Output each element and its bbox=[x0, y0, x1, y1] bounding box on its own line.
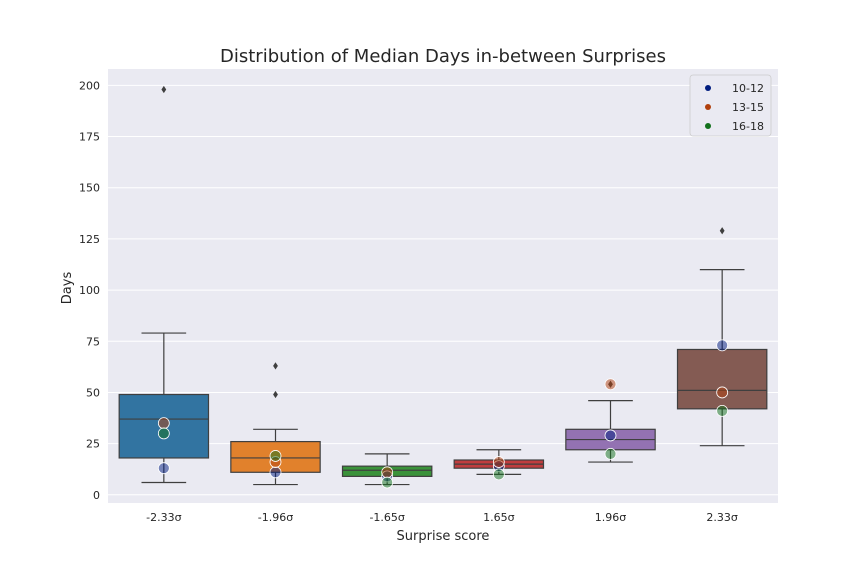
data-point bbox=[157, 462, 170, 475]
y-axis-label: Days bbox=[60, 272, 75, 305]
scatter-points bbox=[157, 339, 729, 489]
data-point bbox=[381, 476, 394, 489]
plot-background bbox=[108, 69, 778, 503]
legend-box bbox=[689, 74, 772, 137]
legend-label: 16-18 bbox=[732, 120, 764, 133]
y-axis-ticks: 0 25 50 75 100 125 150 175 200 bbox=[79, 79, 100, 501]
outlier-marker bbox=[273, 362, 278, 370]
data-point bbox=[716, 386, 729, 399]
data-point bbox=[604, 447, 617, 460]
y-tick-label: 0 bbox=[93, 489, 100, 502]
y-tick-label: 100 bbox=[79, 284, 100, 297]
data-point bbox=[157, 417, 170, 430]
y-tick-label: 50 bbox=[86, 386, 100, 399]
legend-label: 10-12 bbox=[732, 82, 764, 95]
y-tick-label: 25 bbox=[86, 438, 100, 451]
outlier-marker bbox=[273, 390, 278, 399]
legend-marker bbox=[705, 123, 711, 129]
data-point bbox=[604, 429, 617, 442]
legend-marker bbox=[705, 85, 711, 91]
legend-label: 13-15 bbox=[732, 101, 764, 114]
x-tick-label: 1.96σ bbox=[595, 511, 626, 524]
x-tick-label: 1.65σ bbox=[483, 511, 514, 524]
y-tick-label: 200 bbox=[79, 79, 100, 92]
legend: 10-12 13-15 16-18 bbox=[689, 74, 772, 137]
legend-marker bbox=[705, 104, 711, 110]
y-tick-label: 75 bbox=[86, 335, 100, 348]
box-group bbox=[676, 227, 768, 447]
chart-title: Distribution of Median Days in-between S… bbox=[220, 46, 666, 67]
data-point bbox=[492, 468, 505, 481]
x-tick-label: -1.96σ bbox=[258, 511, 293, 524]
y-tick-label: 150 bbox=[79, 182, 100, 195]
x-tick-label: -2.33σ bbox=[146, 511, 181, 524]
data-point bbox=[157, 427, 170, 440]
outlier-marker bbox=[719, 227, 725, 235]
y-tick-label: 125 bbox=[79, 233, 100, 246]
box-iqr bbox=[676, 348, 768, 410]
x-tick-label: 2.33σ bbox=[706, 511, 737, 524]
x-axis-ticks: -2.33σ -1.96σ -1.65σ 1.65σ 1.96σ 2.33σ bbox=[146, 511, 738, 524]
data-point bbox=[269, 450, 282, 462]
data-point bbox=[381, 466, 394, 479]
data-point bbox=[269, 466, 282, 479]
outlier-marker bbox=[161, 85, 167, 94]
x-axis-label: Surprise score bbox=[397, 529, 490, 544]
y-tick-label: 175 bbox=[79, 131, 100, 144]
data-point bbox=[492, 456, 505, 468]
data-point bbox=[716, 404, 729, 417]
data-point bbox=[604, 378, 617, 391]
x-tick-label: -1.65σ bbox=[369, 511, 404, 524]
gridlines bbox=[108, 84, 778, 496]
data-point bbox=[716, 339, 729, 352]
